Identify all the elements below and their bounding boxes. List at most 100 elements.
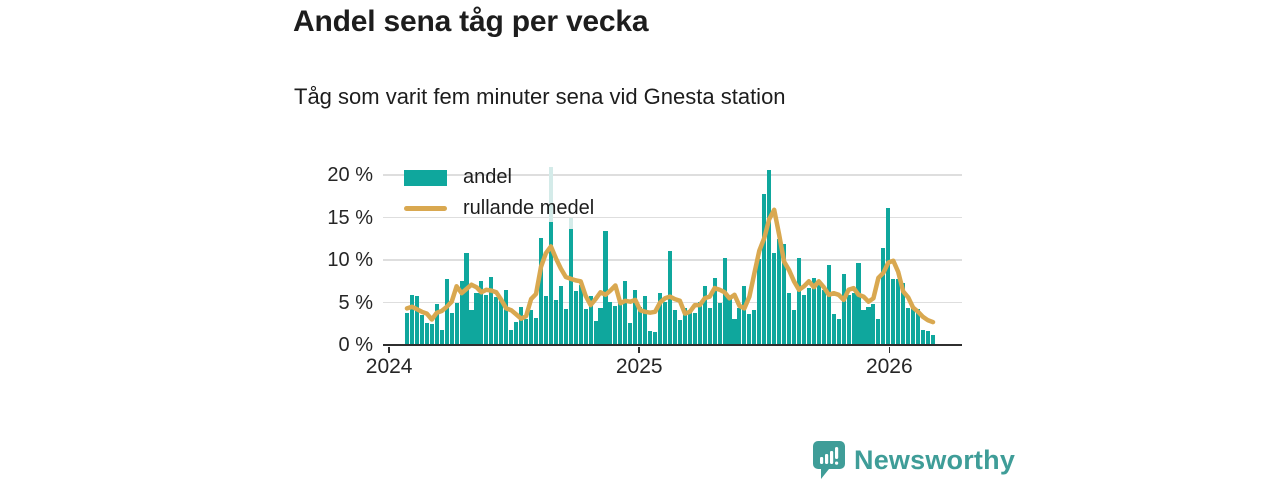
bar-week-49 [643,296,648,344]
bar-week-95 [871,304,876,344]
bar-week-36 [578,285,583,344]
bar-week-20 [499,299,504,344]
bar-week-26 [529,310,534,344]
y-tick-label-15: 15 % [327,206,373,229]
gridline-15 [383,216,962,219]
bar-week-66 [727,296,732,344]
y-tick-label-20: 20 % [327,164,373,186]
x-tick-label-2026: 2026 [865,355,913,378]
bar-week-55 [672,310,677,344]
bar-week-65 [722,258,727,344]
bar-week-87 [831,314,836,344]
bar-week-93 [861,310,866,344]
bar-week-11 [454,303,459,344]
gridline-5 [383,301,962,304]
bar-week-44 [618,301,623,344]
bar-week-51 [653,332,658,344]
newsworthy-logo[interactable]: Newsworthy [812,440,1015,480]
bar-week-23 [514,321,519,344]
bar-week-92 [856,263,861,344]
bar-week-41 [603,230,608,344]
bar-week-77 [782,243,787,344]
page-subtitle: Tåg som varit fem minuter sena vid Gnest… [294,84,786,109]
bar-week-4 [419,315,424,344]
bar-week-88 [836,319,841,344]
bar-week-3 [414,296,419,344]
legend-item-rullande-medel: rullande medel [404,193,594,224]
bar-week-8 [439,329,444,344]
legend-label-andel: andel [463,166,512,188]
bar-week-64 [717,303,722,344]
legend: andel rullande medel [404,162,594,224]
bar-week-1 [404,312,410,344]
bar-week-30 [548,221,553,344]
bar-week-97 [881,247,886,344]
bar-week-48 [638,306,643,344]
bar-week-91 [851,293,856,344]
bar-week-31 [553,299,558,344]
bar-week-101 [901,282,906,344]
legend-line-swatch [404,206,447,211]
bar-week-16 [479,281,484,344]
x-tick-2026 [888,347,891,353]
bar-week-89 [841,274,846,344]
bar-week-38 [588,295,593,344]
bar-week-50 [648,331,653,344]
bar-week-107 [930,334,936,344]
gridline-20 [383,174,962,176]
y-tick-label-10: 10 % [327,249,373,271]
bar-week-71 [752,310,757,344]
bar-week-84 [816,282,821,344]
x-axis-line [383,343,962,347]
bar-week-63 [712,277,717,344]
bar-week-27 [533,317,539,344]
bar-week-105 [920,329,926,344]
bar-week-53 [662,301,668,344]
bar-week-22 [509,329,514,344]
bar-week-42 [608,301,613,344]
bar-week-72 [757,259,762,344]
bar-week-75 [772,253,777,344]
newsworthy-wordmark: Newsworthy [854,444,1016,475]
bar-week-35 [573,291,578,344]
bar-week-21 [504,289,509,344]
bar-week-79 [791,310,797,344]
legend-label-rullande-medel: rullande medel [463,197,595,219]
bar-week-68 [737,308,742,344]
bar-week-102 [906,308,911,344]
bar-week-6 [429,323,434,344]
bar-week-19 [494,297,499,344]
bar-week-82 [806,287,811,344]
bar-week-99 [891,279,896,344]
bar-week-61 [702,286,707,344]
rolling-mean-line [404,207,936,325]
bar-week-29 [543,296,548,344]
bar-week-12 [459,281,464,344]
x-tick-2024 [388,347,390,353]
bar-week-96 [876,319,881,344]
bar-week-13 [464,253,469,344]
bar-week-103 [911,307,916,344]
bar-week-59 [692,313,697,344]
bar-week-46 [628,322,633,344]
bar-week-52 [658,293,663,344]
bar-week-94 [866,306,871,344]
bar-week-18 [489,276,494,344]
bar-week-17 [484,294,489,344]
bar-week-43 [613,305,618,344]
chart-plot-area: 2024 2025 2026 0 % 5 % 10 % 15 % 20 % andel ru… [327,155,962,378]
bar-week-45 [623,281,628,344]
bar-week-67 [732,319,737,344]
bar-week-15 [474,293,479,344]
bar-week-106 [925,331,931,344]
bar-week-10 [449,312,454,344]
bar-week-33 [563,309,568,344]
legend-item-andel: andel [404,162,594,193]
bar-week-98 [886,208,891,344]
gridline-10 [383,259,962,261]
bar-week-90 [846,294,851,344]
bar-week-78 [787,293,792,344]
bar-week-73 [762,194,767,344]
y-tick-label-5: 5 % [338,291,373,314]
bar-week-37 [583,309,588,344]
